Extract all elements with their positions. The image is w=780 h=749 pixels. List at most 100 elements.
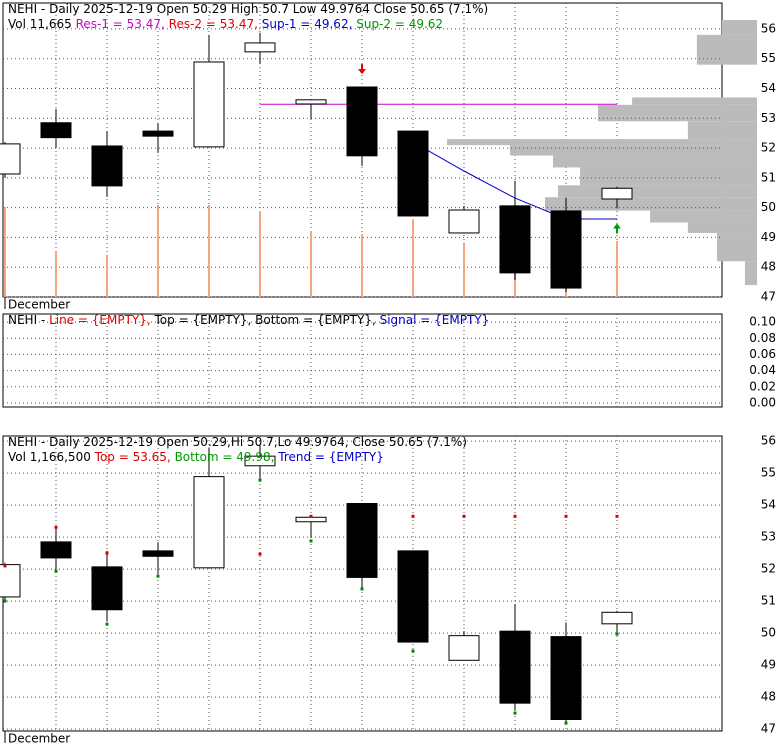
y-tick-label: 47	[761, 290, 776, 304]
y-tick-label: 53	[761, 530, 776, 544]
y-tick-label: 0.04	[749, 363, 776, 377]
candle-body	[244, 455, 276, 467]
candle-body	[397, 130, 429, 217]
candle-body	[550, 210, 582, 289]
candle-body	[448, 209, 480, 234]
volume-bar	[514, 272, 516, 297]
volume-profile-bar	[721, 19, 757, 35]
y-tick-label: 47	[761, 722, 776, 736]
volume-bar	[463, 243, 465, 297]
header-segment: Sup-2 = 49.62	[356, 17, 443, 31]
panel-header: NEHI - Daily 2025-12-19 Open 50.29 High …	[8, 2, 488, 16]
marker-dot	[564, 721, 568, 725]
y-tick-label: 50	[761, 626, 776, 640]
marker-dot	[3, 564, 7, 568]
marker-dot	[462, 514, 466, 518]
y-tick-label: 52	[761, 141, 776, 155]
header-segment: Res-2 = 53.47,	[169, 17, 262, 31]
y-tick-label: 51	[761, 594, 776, 608]
volume-profile-bar	[744, 261, 757, 286]
volume-profile-bar	[447, 139, 757, 146]
signal-arrow	[613, 223, 621, 234]
y-tick-label: 56	[761, 21, 776, 35]
marker-dot	[513, 514, 517, 518]
y-tick-label: 52	[761, 562, 776, 576]
volume-profile-bar	[509, 145, 757, 156]
volume-profile-bar	[650, 210, 757, 223]
y-tick-label: 53	[761, 111, 776, 125]
header-segment: Line = {EMPTY},	[49, 313, 154, 327]
y-tick-label: 54	[761, 498, 776, 512]
marker-dot	[411, 514, 415, 518]
marker-dot	[3, 599, 7, 603]
candle-body	[397, 550, 429, 643]
marker-dot	[564, 514, 568, 518]
volume-profile-bar	[557, 185, 757, 198]
marker-dot	[258, 478, 262, 482]
header-segment: Vol 1,166,500	[8, 450, 95, 464]
candle-body	[0, 564, 21, 598]
candle-body	[448, 635, 480, 661]
header-segment: Bottom = 49.98,	[175, 450, 279, 464]
volume-profile-bar	[553, 155, 757, 168]
panel-header: Vol 1,166,500 Top = 53.65, Bottom = 49.9…	[8, 450, 384, 464]
y-tick-label: 0.10	[749, 315, 776, 329]
candle-body	[193, 61, 225, 148]
header-segment: Trend = {EMPTY}	[277, 450, 384, 464]
candle-body	[346, 86, 378, 157]
y-tick-label: 51	[761, 170, 776, 184]
candle-body	[142, 130, 174, 137]
panel-header: Vol 11,665 Res-1 = 53.47, Res-2 = 53.47,…	[8, 17, 443, 31]
volume-bar	[361, 234, 363, 297]
marker-dot	[360, 587, 364, 591]
candle-body	[601, 611, 633, 625]
header-segment: NEHI -	[8, 313, 49, 327]
volume-bar	[106, 254, 108, 297]
volume-profile-bar	[696, 34, 757, 65]
candle-body	[346, 503, 378, 578]
volume-profile-bar	[687, 121, 757, 140]
marker-dot	[513, 711, 517, 715]
y-tick-label: 0.08	[749, 331, 776, 345]
candle-body	[499, 205, 531, 274]
marker-dot	[615, 632, 619, 636]
candle-body	[295, 516, 327, 523]
candle-body	[193, 476, 225, 569]
header-segment: Top = 53.65,	[94, 450, 175, 464]
volume-profile-bar	[579, 167, 757, 186]
y-tick-label: 49	[761, 230, 776, 244]
y-tick-label: 48	[761, 690, 776, 704]
candle-body	[40, 541, 72, 559]
x-tick-label: December	[8, 298, 70, 312]
candle-body	[142, 550, 174, 557]
header-segment: Sup-1 = 49.62,	[262, 17, 356, 31]
candle-body	[40, 122, 72, 139]
header-segment: Vol 11,665	[8, 17, 76, 31]
marker-dot	[156, 574, 160, 578]
panel-frame	[2, 313, 723, 408]
candle-body	[295, 99, 327, 105]
panel-header: NEHI - Daily 2025-12-19 Open 50.29,Hi 50…	[8, 435, 467, 449]
y-tick-label: 0.00	[749, 395, 776, 409]
marker-dot	[309, 514, 313, 518]
y-tick-label: 54	[761, 81, 776, 95]
candle-body	[0, 143, 21, 175]
marker-dot	[615, 514, 619, 518]
y-tick-label: 49	[761, 658, 776, 672]
volume-bar	[55, 251, 57, 297]
y-tick-label: 48	[761, 260, 776, 274]
header-segment: NEHI - Daily 2025-12-19 Open 50.29 High …	[8, 2, 488, 16]
header-segment: Top = {EMPTY}, Bottom = {EMPTY},	[154, 313, 380, 327]
volume-bar	[412, 218, 414, 297]
volume-bar	[259, 211, 261, 297]
y-tick-label: 56	[761, 434, 776, 448]
x-tick-label: December	[8, 732, 70, 746]
marker-dot	[54, 569, 58, 573]
volume-bar	[208, 205, 210, 297]
candle-body	[499, 630, 531, 704]
y-tick-label: 50	[761, 200, 776, 214]
candle-body	[550, 636, 582, 720]
marker-dot	[309, 539, 313, 543]
y-tick-label: 0.06	[749, 347, 776, 361]
volume-bar	[4, 206, 6, 297]
